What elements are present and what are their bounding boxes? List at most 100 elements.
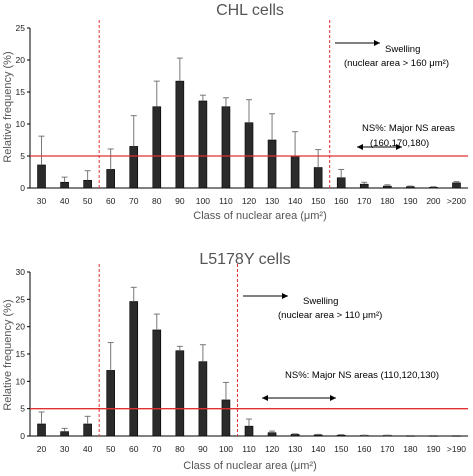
x-tick-label: 90: [175, 196, 185, 206]
bar: [313, 167, 323, 189]
bar: [152, 329, 162, 437]
x-tick-label: 80: [152, 196, 162, 206]
y-axis-title: Relative frequency (%): [2, 51, 14, 162]
bar: [221, 399, 231, 437]
y-tick-label: 5: [20, 151, 25, 161]
x-tick-label: 50: [83, 196, 93, 206]
x-tick-label: 20: [37, 444, 47, 454]
y-tick-label: 25: [16, 23, 26, 33]
x-tick-label: 140: [288, 196, 302, 206]
arrow-head: [282, 293, 288, 299]
y-tick-label: 0: [20, 431, 25, 441]
bar: [359, 183, 369, 189]
ns-areas-label: (160,170,180): [370, 138, 429, 149]
x-tick-label: 150: [334, 444, 348, 454]
bar: [129, 301, 139, 437]
bar: [83, 180, 92, 189]
arrow-head: [357, 144, 363, 150]
x-tick-label: 200: [426, 196, 440, 206]
x-axis-title: Class of nuclear area (μm²): [183, 460, 317, 472]
x-tick-label: >190: [447, 444, 466, 454]
swelling-label: Swelling: [385, 44, 420, 55]
arrow-head: [374, 40, 380, 46]
bar: [198, 100, 208, 189]
x-tick-label: 190: [403, 196, 417, 206]
x-tick-label: 110: [219, 196, 233, 206]
bar: [60, 431, 69, 437]
bar: [244, 425, 254, 437]
x-tick-label: 130: [288, 444, 302, 454]
x-tick-label: >200: [447, 196, 466, 206]
x-tick-label: 40: [60, 196, 70, 206]
swelling-label: Swelling: [303, 296, 338, 307]
bar: [313, 434, 323, 437]
bar: [129, 146, 139, 189]
x-tick-label: 100: [196, 196, 210, 206]
y-tick-label: 25: [16, 294, 26, 304]
ns-arrow: [262, 395, 336, 401]
bar: [290, 434, 300, 437]
bar: [336, 434, 346, 437]
y-tick-label: 15: [16, 87, 26, 97]
x-tick-label: 160: [334, 196, 348, 206]
bar: [383, 185, 392, 189]
arrow-head: [396, 144, 402, 150]
swelling-arrow: [243, 293, 288, 299]
x-tick-label: 120: [265, 444, 279, 454]
x-tick-label: 160: [357, 444, 371, 454]
x-tick-label: 30: [60, 444, 70, 454]
arrow-head: [262, 395, 268, 401]
x-axis-title: Class of nuclear area (μm²): [193, 210, 327, 222]
x-tick-label: 100: [219, 444, 233, 454]
x-tick-label: 170: [357, 196, 371, 206]
bar: [290, 155, 300, 189]
x-tick-label: 170: [380, 444, 394, 454]
bar: [37, 164, 46, 189]
x-tick-label: 90: [198, 444, 208, 454]
y-tick-label: 20: [16, 322, 26, 332]
bar: [152, 106, 162, 189]
swelling-rule-label: (nuclear area > 110 μm²): [278, 310, 382, 321]
x-tick-label: 80: [175, 444, 185, 454]
bar: [175, 80, 185, 189]
x-tick-label: 180: [380, 196, 394, 206]
chart-title: CHL cells: [216, 2, 284, 19]
bar: [106, 370, 115, 437]
bar: [429, 187, 438, 189]
chart-title: L5178Y cells: [199, 251, 290, 268]
x-tick-label: 190: [426, 444, 440, 454]
x-tick-label: 60: [106, 196, 116, 206]
y-axis-title: Relative frequency (%): [2, 299, 14, 410]
x-tick-label: 180: [403, 444, 417, 454]
bar: [60, 181, 69, 189]
bar: [336, 177, 346, 189]
bar: [37, 423, 46, 437]
x-tick-label: 130: [265, 196, 279, 206]
y-tick-label: 0: [20, 183, 25, 193]
y-tick-label: 10: [16, 119, 26, 129]
x-tick-label: 150: [311, 196, 325, 206]
x-tick-label: 40: [83, 444, 93, 454]
bar: [267, 432, 277, 437]
x-tick-label: 140: [311, 444, 325, 454]
panel-chl: CHL cells Class of nuclear area (μm²) Re…: [2, 2, 468, 222]
bar: [175, 350, 185, 437]
bar: [106, 169, 115, 189]
bar: [406, 186, 415, 189]
x-tick-label: 120: [242, 196, 256, 206]
bar: [452, 182, 461, 189]
x-tick-label: 110: [242, 444, 256, 454]
y-tick-label: 20: [16, 55, 26, 65]
x-tick-label: 50: [106, 444, 116, 454]
bar: [221, 106, 231, 189]
y-tick-label: 30: [16, 267, 26, 277]
y-tick-label: 10: [16, 376, 26, 386]
y-tick-label: 5: [20, 404, 25, 414]
x-tick-label: 60: [129, 444, 139, 454]
swelling-rule-label: (nuclear area > 160 μm²): [344, 58, 449, 69]
bar: [198, 361, 208, 437]
ns-label: NS%: Major NS areas: [362, 123, 455, 134]
swelling-arrow: [335, 40, 380, 46]
bar: [83, 423, 92, 437]
